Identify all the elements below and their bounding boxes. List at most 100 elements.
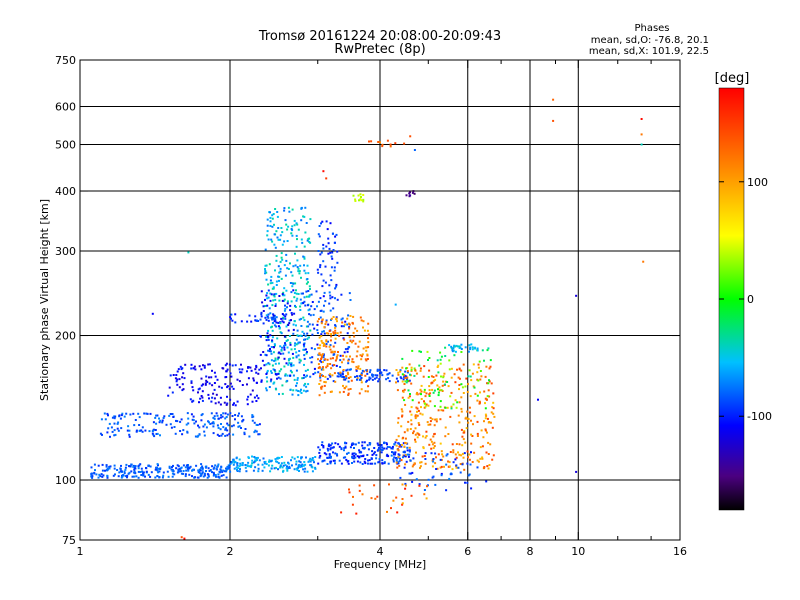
data-point xyxy=(123,415,126,418)
data-point xyxy=(239,468,241,471)
data-point xyxy=(423,489,426,491)
data-point xyxy=(108,422,111,425)
data-point xyxy=(91,475,94,478)
data-point xyxy=(642,260,645,263)
data-point xyxy=(246,398,249,401)
data-point xyxy=(324,358,327,361)
data-point xyxy=(107,427,110,430)
data-point xyxy=(334,359,337,362)
data-point xyxy=(124,468,127,471)
data-point xyxy=(149,465,152,468)
data-point xyxy=(281,392,284,395)
data-point xyxy=(424,452,427,455)
data-point xyxy=(412,432,414,435)
data-point xyxy=(208,470,211,472)
data-point xyxy=(335,355,338,358)
data-point xyxy=(295,384,298,387)
data-point xyxy=(408,363,411,366)
data-point xyxy=(479,391,481,394)
data-point xyxy=(482,436,485,439)
data-point xyxy=(117,429,120,432)
data-point xyxy=(481,456,484,459)
data-point xyxy=(458,443,461,446)
data-point xyxy=(256,394,258,397)
data-point xyxy=(255,381,258,384)
data-point xyxy=(368,140,370,143)
data-point xyxy=(300,335,303,337)
data-point xyxy=(266,371,269,374)
data-point xyxy=(332,249,335,251)
data-point xyxy=(452,403,455,406)
data-point xyxy=(303,319,306,322)
data-point xyxy=(439,458,442,461)
data-point xyxy=(309,218,312,221)
data-point xyxy=(307,309,310,312)
data-point xyxy=(455,464,458,467)
data-point xyxy=(358,378,361,381)
data-point xyxy=(243,431,246,434)
data-point xyxy=(276,215,279,218)
data-point xyxy=(347,362,350,365)
data-point xyxy=(322,342,325,345)
data-point xyxy=(359,198,362,201)
data-point xyxy=(463,468,466,471)
data-point xyxy=(287,462,290,465)
data-point xyxy=(332,307,335,310)
data-point xyxy=(207,363,210,366)
data-point xyxy=(239,371,242,374)
data-point xyxy=(266,234,269,237)
data-point xyxy=(468,453,471,456)
chart-subtitle: RwPretec (8p) xyxy=(334,42,425,57)
data-point xyxy=(274,370,277,373)
data-point xyxy=(338,445,341,448)
data-point xyxy=(106,412,109,415)
data-point xyxy=(424,462,427,465)
data-point xyxy=(319,253,322,256)
data-point xyxy=(251,389,254,392)
data-point xyxy=(329,390,332,393)
data-point xyxy=(236,400,239,403)
data-point xyxy=(146,412,149,415)
data-point xyxy=(141,426,144,429)
data-point xyxy=(303,245,306,248)
data-point xyxy=(458,345,461,348)
data-point xyxy=(295,355,298,358)
data-point xyxy=(173,426,176,428)
data-point xyxy=(391,445,394,448)
data-point xyxy=(258,368,261,371)
data-point xyxy=(408,472,411,475)
data-point xyxy=(483,467,486,469)
data-point xyxy=(181,389,184,392)
data-point xyxy=(426,350,429,353)
data-point xyxy=(471,372,474,375)
data-point xyxy=(307,383,310,386)
data-point xyxy=(487,453,490,455)
data-point xyxy=(229,382,232,385)
data-point xyxy=(442,409,445,412)
data-point xyxy=(270,352,273,355)
data-point xyxy=(255,319,258,322)
data-point xyxy=(447,460,450,463)
data-point xyxy=(318,451,321,454)
data-point xyxy=(354,342,357,345)
data-point xyxy=(140,474,143,476)
data-point xyxy=(171,469,174,472)
data-point xyxy=(304,375,307,378)
data-point xyxy=(448,359,451,362)
data-point xyxy=(230,317,232,320)
data-point xyxy=(319,264,322,267)
data-point xyxy=(398,454,401,457)
data-point xyxy=(281,299,284,302)
data-point xyxy=(283,357,286,360)
data-point xyxy=(266,297,269,300)
data-point xyxy=(213,397,216,400)
data-point xyxy=(303,215,306,218)
data-point xyxy=(171,466,173,469)
data-point xyxy=(269,216,272,219)
data-point xyxy=(438,386,441,389)
data-point xyxy=(462,363,465,366)
data-point xyxy=(331,296,334,299)
data-point xyxy=(225,416,228,418)
data-point xyxy=(329,344,332,347)
